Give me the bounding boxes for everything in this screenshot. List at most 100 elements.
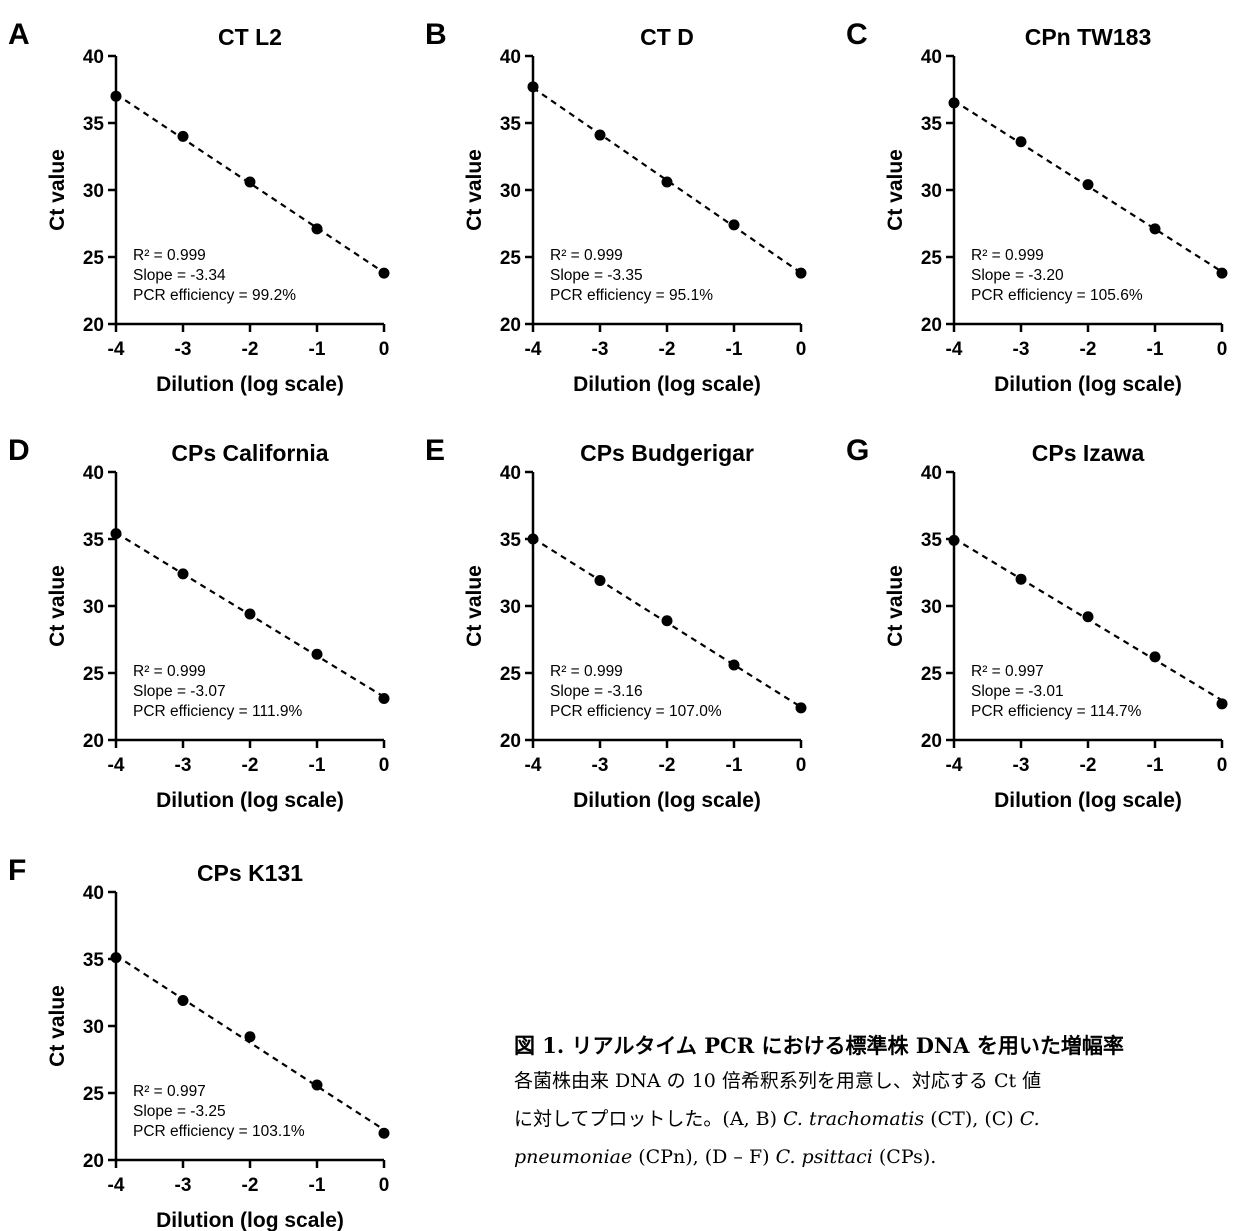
caption-line-2c: (CT), (C) <box>924 1108 1020 1130</box>
chart-1-point-0 <box>527 81 539 93</box>
chart-4-stat-0: R² = 0.999 <box>550 663 623 680</box>
chart-3-title: CPs California <box>171 440 328 466</box>
chart-1-x-tick-label-2: -2 <box>659 339 676 360</box>
chart-5-point-4 <box>1216 698 1228 710</box>
chart-0-x-tick-label-1: -3 <box>175 339 192 360</box>
chart-3-x-tick-label-0: -4 <box>108 755 125 776</box>
chart-6-x-tick-label-1: -3 <box>175 1175 192 1196</box>
chart-2-y-tick-label-2: 30 <box>921 181 942 202</box>
chart-1-y-tick-label-1: 25 <box>500 248 522 269</box>
chart-5-y-label: Ct value <box>884 565 907 647</box>
chart-4-stat-2: PCR efficiency = 107.0% <box>550 703 722 720</box>
chart-2-stat-1: Slope = -3.20 <box>971 267 1064 284</box>
chart-4-x-tick-label-4: 0 <box>796 755 807 776</box>
chart-6-fit-line <box>115 954 385 1131</box>
chart-6-stat-2: PCR efficiency = 103.1% <box>133 1123 305 1140</box>
chart-1-y-tick-label-3: 35 <box>500 114 522 135</box>
chart-5-x-tick-label-0: -4 <box>946 755 963 776</box>
chart-4-y-tick-label-2: 30 <box>500 597 521 618</box>
chart-3-point-2 <box>244 608 256 620</box>
chart-2-x-tick-label-1: -3 <box>1013 339 1030 360</box>
chart-0-fit-line <box>115 93 385 274</box>
chart-4-x-label: Dilution (log scale) <box>573 789 761 812</box>
chart-3-x-tick-label-2: -2 <box>242 755 259 776</box>
chart-2-stat-0: R² = 0.999 <box>971 247 1044 264</box>
chart-3-x-tick-label-3: -1 <box>309 755 326 776</box>
chart-5-point-0 <box>948 534 960 546</box>
chart-0-title: CT L2 <box>218 24 282 50</box>
chart-3-y-tick-label-4: 40 <box>83 463 104 484</box>
chart-1-panel-letter: B <box>425 18 447 51</box>
chart-2-title: CPn TW183 <box>1025 24 1152 50</box>
chart-6-point-4 <box>378 1127 390 1139</box>
chart-4-panel-letter: E <box>425 434 445 467</box>
chart-1-x-tick-label-0: -4 <box>525 339 542 360</box>
chart-1-point-4 <box>795 267 807 279</box>
chart-4-y-label: Ct value <box>463 565 486 647</box>
chart-0-point-0 <box>110 90 122 102</box>
chart-0-y-tick-label-4: 40 <box>83 47 104 68</box>
chart-6-x-tick-label-2: -2 <box>242 1175 259 1196</box>
chart-6-y-tick-label-0: 20 <box>83 1151 104 1172</box>
chart-5-x-label: Dilution (log scale) <box>994 789 1182 812</box>
chart-1-y-label: Ct value <box>463 149 486 231</box>
chart-6-y-tick-label-3: 35 <box>83 950 105 971</box>
chart-6-y-tick-label-2: 30 <box>83 1017 104 1038</box>
chart-4-x-tick-label-0: -4 <box>525 755 542 776</box>
chart-5-y-tick-label-4: 40 <box>921 463 942 484</box>
chart-3-y-tick-label-1: 25 <box>83 664 105 685</box>
chart-2-y-tick-label-1: 25 <box>921 248 943 269</box>
caption-species-cpn-genus: C. <box>1019 1108 1040 1130</box>
chart-5-point-1 <box>1015 573 1027 585</box>
chart-0-x-tick-label-0: -4 <box>108 339 125 360</box>
chart-5-x-tick-label-2: -2 <box>1080 755 1097 776</box>
chart-0-point-2 <box>244 176 256 188</box>
chart-0-panel-letter: A <box>8 18 30 51</box>
figure-caption: 図 1. リアルタイム PCR における標準株 DNA を用いた増幅率 各菌株由… <box>514 1030 1204 1176</box>
chart-6-y-tick-label-1: 25 <box>83 1084 105 1105</box>
chart-1-y-tick-label-0: 20 <box>500 315 521 336</box>
chart-5-title: CPs Izawa <box>1032 440 1145 466</box>
chart-0-y-tick-label-1: 25 <box>83 248 105 269</box>
caption-species-cps: C. psittaci <box>775 1146 873 1168</box>
chart-3-y-tick-label-0: 20 <box>83 731 104 752</box>
chart-6-title: CPs K131 <box>197 860 303 886</box>
chart-3-point-3 <box>311 648 323 660</box>
caption-line-1: 各菌株由来 DNA の 10 倍希釈系列を用意し、対応する Ct 値 <box>514 1070 1042 1092</box>
chart-2-stat-2: PCR efficiency = 105.6% <box>971 287 1143 304</box>
chart-5-point-3 <box>1149 651 1161 663</box>
chart-1-stat-1: Slope = -3.35 <box>550 267 643 284</box>
chart-6-x-tick-label-0: -4 <box>108 1175 125 1196</box>
chart-2-x-tick-label-4: 0 <box>1217 339 1228 360</box>
chart-2-point-3 <box>1149 223 1161 235</box>
caption-line-3d: (CPs). <box>872 1146 937 1168</box>
chart-1-y-tick-label-4: 40 <box>500 47 521 68</box>
chart-4-point-2 <box>661 615 673 627</box>
chart-1-point-2 <box>661 176 673 188</box>
chart-4-y-tick-label-1: 25 <box>500 664 522 685</box>
chart-2-point-1 <box>1015 136 1027 148</box>
chart-6-y-tick-label-4: 40 <box>83 883 104 904</box>
chart-2-y-tick-label-3: 35 <box>921 114 943 135</box>
chart-1-y-tick-label-2: 30 <box>500 181 521 202</box>
chart-6-point-3 <box>311 1079 323 1091</box>
chart-0-stat-2: PCR efficiency = 99.2% <box>133 287 296 304</box>
chart-4-y-tick-label-0: 20 <box>500 731 521 752</box>
chart-6-y-label: Ct value <box>46 985 69 1067</box>
chart-6-stat-1: Slope = -3.25 <box>133 1103 226 1120</box>
chart-2-x-tick-label-0: -4 <box>946 339 963 360</box>
caption-body: 各菌株由来 DNA の 10 倍希釈系列を用意し、対応する Ct 値 に対してプ… <box>514 1062 1204 1176</box>
chart-5-stat-0: R² = 0.997 <box>971 663 1044 680</box>
chart-0-y-tick-label-3: 35 <box>83 114 105 135</box>
chart-1-stat-0: R² = 0.999 <box>550 247 623 264</box>
chart-2-x-label: Dilution (log scale) <box>994 373 1182 396</box>
chart-5-panel-letter: G <box>846 434 869 467</box>
chart-1-point-3 <box>728 219 740 231</box>
caption-species-ct: C. trachomatis <box>783 1108 925 1130</box>
chart-0-y-tick-label-0: 20 <box>83 315 104 336</box>
chart-0-x-tick-label-4: 0 <box>379 339 390 360</box>
chart-5-x-tick-label-3: -1 <box>1147 755 1164 776</box>
chart-4-point-1 <box>594 575 606 587</box>
chart-2-panel-letter: C <box>846 18 868 51</box>
chart-1-x-tick-label-4: 0 <box>796 339 807 360</box>
